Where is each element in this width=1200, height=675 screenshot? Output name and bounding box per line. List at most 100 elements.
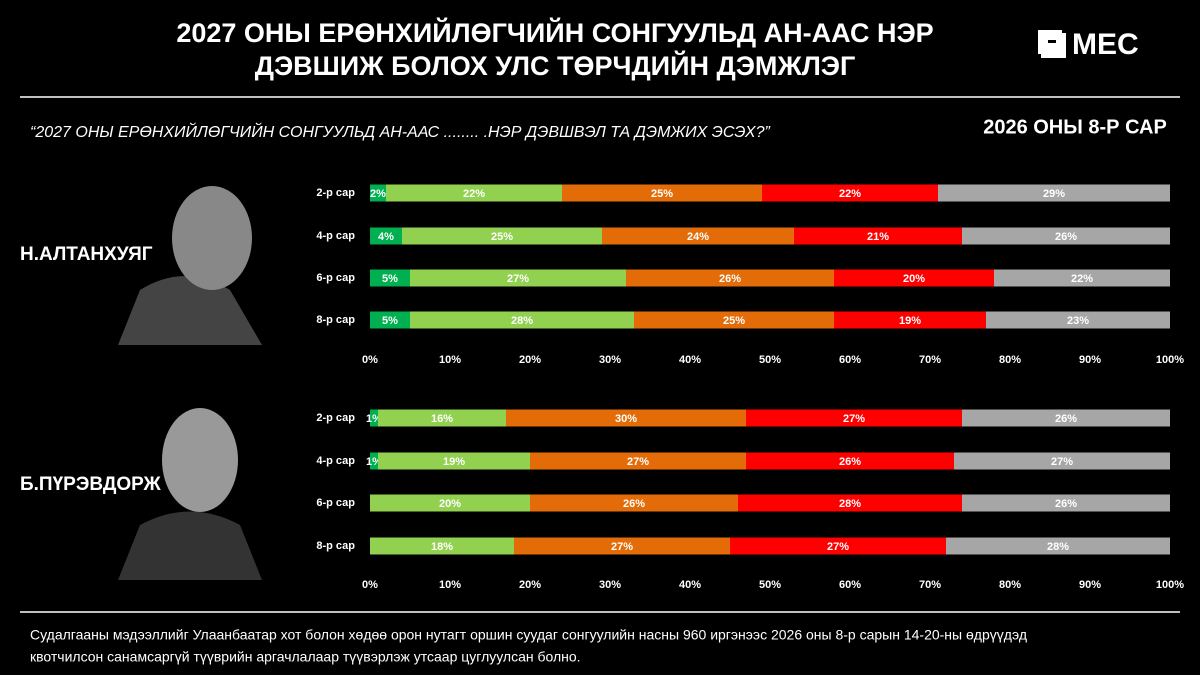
x-tick-label: 60% xyxy=(839,354,861,366)
bar-segment xyxy=(762,184,938,202)
x-tick-label: 10% xyxy=(439,579,461,591)
bar-segment xyxy=(626,269,834,287)
value-label: 22% xyxy=(839,188,861,200)
x-tick-label: 90% xyxy=(1079,579,1101,591)
bar-segment xyxy=(994,269,1170,287)
x-tick-label: 0% xyxy=(362,579,378,591)
photo-head xyxy=(172,186,252,290)
value-label: 25% xyxy=(723,315,745,327)
value-label: 22% xyxy=(1071,273,1093,285)
x-tick-label: 50% xyxy=(759,354,781,366)
x-tick-label: 100% xyxy=(1156,354,1184,366)
x-tick-label: 70% xyxy=(919,354,941,366)
bar-segment xyxy=(738,494,962,512)
value-label: 24% xyxy=(687,231,709,243)
value-label: 27% xyxy=(507,273,529,285)
value-label: 22% xyxy=(463,188,485,200)
bar-segment xyxy=(730,537,946,555)
question: “2027 ОНЫ ЕРӨНХИЙЛӨГЧИЙН СОНГУУЛЬД АН-АА… xyxy=(30,122,770,141)
value-label: 19% xyxy=(899,315,921,327)
category-label: 2-р сар xyxy=(316,412,355,424)
value-label: 26% xyxy=(1055,413,1077,425)
category-label: 6-р сар xyxy=(316,497,355,509)
bar-segment xyxy=(378,409,506,427)
logo: MEC xyxy=(1038,28,1139,61)
bar-segment xyxy=(370,452,378,470)
photo-head xyxy=(162,408,238,512)
x-tick-label: 40% xyxy=(679,354,701,366)
bar-segment xyxy=(506,409,746,427)
value-label: 27% xyxy=(843,413,865,425)
person-name: Н.АЛТАНХУЯГ xyxy=(20,244,153,265)
value-label: 28% xyxy=(839,498,861,510)
value-label: 25% xyxy=(491,231,513,243)
x-tick-label: 20% xyxy=(519,354,541,366)
bar-segment xyxy=(378,452,530,470)
bar-segment xyxy=(986,311,1170,329)
bar-segment xyxy=(938,184,1170,202)
bar-segment xyxy=(370,537,514,555)
category-label: 8-р сар xyxy=(316,314,355,326)
bar-segment xyxy=(386,184,562,202)
value-label: 27% xyxy=(827,541,849,553)
x-tick-label: 30% xyxy=(599,579,621,591)
x-tick-label: 60% xyxy=(839,579,861,591)
value-label: 23% xyxy=(1067,315,1089,327)
bar-segment xyxy=(962,409,1170,427)
bar-segment xyxy=(370,184,386,202)
bar-segment xyxy=(602,227,794,245)
value-label: 28% xyxy=(511,315,533,327)
x-tick-label: 100% xyxy=(1156,579,1184,591)
value-label: 28% xyxy=(1047,541,1069,553)
x-tick-label: 30% xyxy=(599,354,621,366)
bar-segment xyxy=(370,269,410,287)
footnote: Судалгааны мэдээллийг Улаанбаатар хот бо… xyxy=(30,627,1027,643)
x-tick-label: 80% xyxy=(999,579,1021,591)
value-label: 27% xyxy=(1051,456,1073,468)
bar-segment xyxy=(514,537,730,555)
photo xyxy=(118,186,262,345)
value-label: 4% xyxy=(378,231,394,243)
bar-segment xyxy=(402,227,602,245)
value-label: 26% xyxy=(623,498,645,510)
value-label: 5% xyxy=(382,273,398,285)
value-label: 19% xyxy=(443,456,465,468)
value-label: 21% xyxy=(867,231,889,243)
person-name: Б.ПҮРЭВДОРЖ xyxy=(20,474,162,495)
value-label: 27% xyxy=(611,541,633,553)
bar-segment xyxy=(962,494,1170,512)
value-label: 26% xyxy=(1055,498,1077,510)
bar-segment xyxy=(530,452,746,470)
x-tick-label: 50% xyxy=(759,579,781,591)
title-line: ДЭВШИЖ БОЛОХ УЛС ТӨРЧДИЙН ДЭМЖЛЭГ xyxy=(255,50,856,81)
bar-segment xyxy=(962,227,1170,245)
bar-segment xyxy=(794,227,962,245)
value-label: 18% xyxy=(431,541,453,553)
photo-body xyxy=(118,276,262,345)
value-label: 20% xyxy=(439,498,461,510)
x-tick-label: 90% xyxy=(1079,354,1101,366)
bar-segment xyxy=(834,269,994,287)
bar-segment xyxy=(562,184,762,202)
photo-body xyxy=(118,511,262,580)
bar-segment xyxy=(370,227,402,245)
value-label: 26% xyxy=(839,456,861,468)
logo-text: MEC xyxy=(1072,28,1139,61)
category-label: 2-р сар xyxy=(316,187,355,199)
bar-segment xyxy=(370,409,378,427)
x-tick-label: 70% xyxy=(919,579,941,591)
category-label: 4-р сар xyxy=(316,455,355,467)
bar-segment xyxy=(834,311,986,329)
value-label: 25% xyxy=(651,188,673,200)
value-label: 5% xyxy=(382,315,398,327)
value-label: 26% xyxy=(1055,231,1077,243)
x-tick-label: 0% xyxy=(362,354,378,366)
bar-segment xyxy=(746,409,962,427)
period: 2026 ОНЫ 8-Р САР xyxy=(983,116,1167,138)
photo xyxy=(118,408,262,580)
x-tick-label: 80% xyxy=(999,354,1021,366)
x-tick-label: 10% xyxy=(439,354,461,366)
value-label: 2% xyxy=(370,188,386,200)
value-label: 29% xyxy=(1043,188,1065,200)
